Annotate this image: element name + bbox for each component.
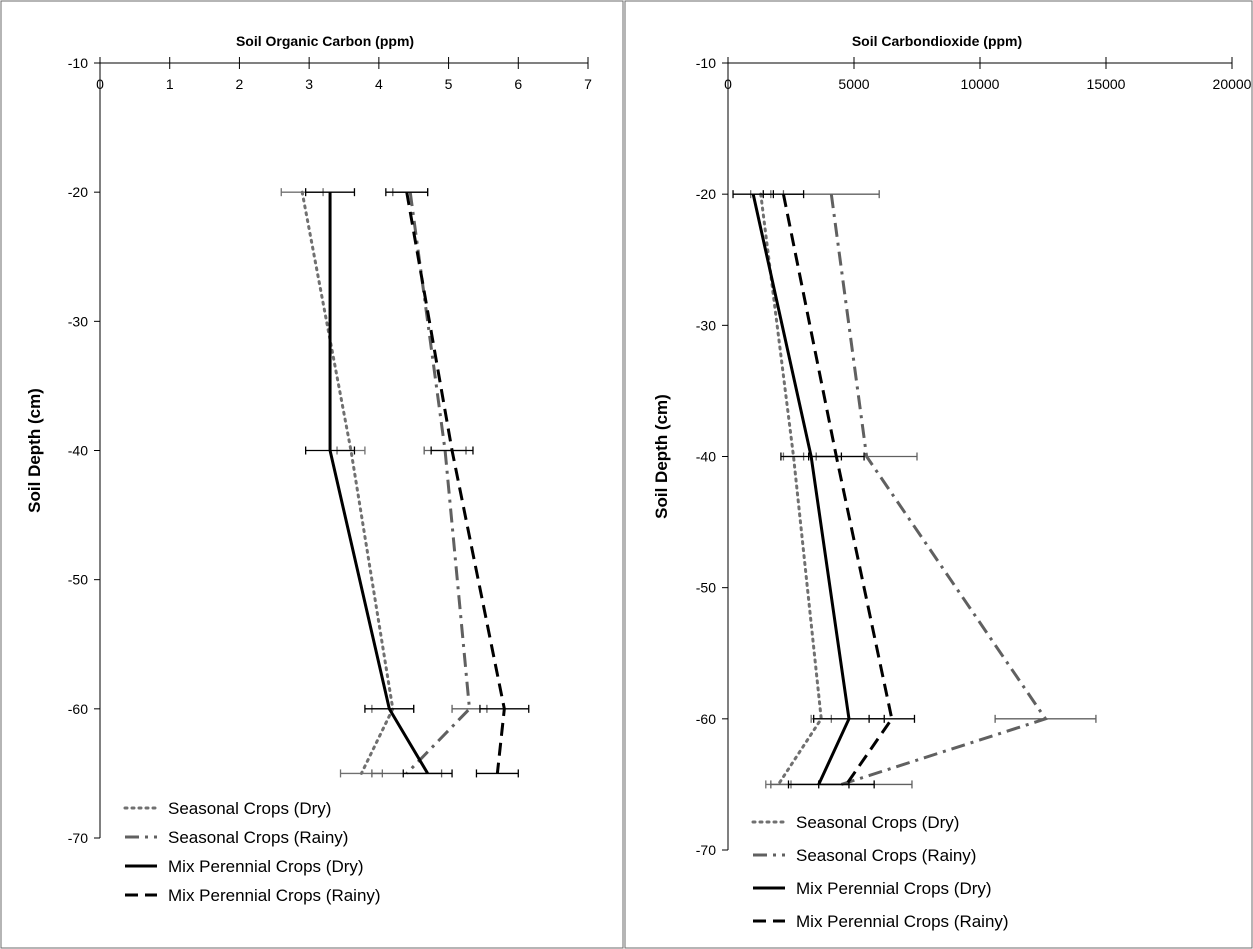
y-tick-label: -60	[68, 701, 88, 717]
x-tick-label: 1	[166, 76, 174, 92]
y-tick-label: -70	[68, 830, 88, 846]
x-tick-label: 5000	[838, 76, 869, 92]
y-tick-label: -20	[68, 184, 88, 200]
series-line	[781, 193, 894, 786]
y-tick-label: -30	[696, 317, 716, 333]
series-mix-perennial-crops-dry	[305, 188, 453, 778]
series-line	[759, 192, 823, 786]
y-tick-label: -20	[696, 186, 716, 202]
x-tick-label: 20000	[1213, 76, 1252, 92]
legend: Seasonal Crops (Dry) Seasonal Crops (Rain…	[751, 813, 1009, 931]
x-tick-label: 7	[584, 76, 592, 92]
y-tick-label: -50	[696, 580, 716, 596]
x-tick-label: 5	[445, 76, 453, 92]
x-tick-label: 10000	[961, 76, 1000, 92]
y-axis-title: Soil Depth (cm)	[652, 394, 671, 519]
legend-label: Mix Perennial Crops (Dry)	[796, 879, 992, 898]
x-tick-label: 15000	[1087, 76, 1126, 92]
legend-label: Mix Perennial Crops (Rainy)	[796, 912, 1009, 931]
y-tick-label: -30	[68, 313, 88, 329]
y-tick-label: -70	[696, 842, 716, 858]
legend-label: Seasonal Crops (Dry)	[168, 799, 331, 818]
panel-frame	[624, 0, 1253, 949]
x-tick-label: 4	[375, 76, 383, 92]
series-line	[300, 190, 395, 775]
legend-label: Seasonal Crops (Rainy)	[168, 828, 348, 847]
legend-label: Seasonal Crops (Dry)	[796, 813, 959, 832]
series-line	[405, 191, 506, 774]
legend-label: Mix Perennial Crops (Rainy)	[168, 886, 381, 905]
y-tick-label: -10	[68, 55, 88, 71]
legend-label: Seasonal Crops (Rainy)	[796, 846, 976, 865]
y-tick-label: -40	[68, 443, 88, 459]
x-tick-label: 6	[514, 76, 522, 92]
y-tick-label: -10	[696, 55, 716, 71]
legend-label: Mix Perennial Crops (Dry)	[168, 857, 364, 876]
soil-organic-carbon-chart: 0 1 2 3 4 5 6 7 -10 -20 -30 -40 -50 -60 -70 Soil Organi…	[0, 0, 624, 949]
series-line	[405, 191, 472, 775]
x-tick-label: 0	[724, 76, 732, 92]
series-line	[328, 192, 429, 775]
y-tick-label: -50	[68, 572, 88, 588]
legend: Seasonal Crops (Dry) Seasonal Crops (Rain…	[123, 799, 381, 905]
panel-frame	[0, 0, 624, 949]
series-line	[751, 193, 851, 786]
y-axis-title: Soil Depth (cm)	[25, 388, 44, 513]
x-axis-title: Soil Carbondioxide (ppm)	[852, 33, 1022, 49]
x-axis-title: Soil Organic Carbon (ppm)	[236, 33, 414, 49]
y-tick-label: -40	[696, 449, 716, 465]
series-mix-perennial-crops-rainy	[385, 188, 530, 778]
x-tick-label: 2	[236, 76, 244, 92]
series-mix-perennial-crops-rainy	[762, 190, 916, 789]
x-tick-label: 0	[96, 76, 104, 92]
y-tick-label: -60	[696, 711, 716, 727]
x-tick-label: 3	[305, 76, 313, 92]
series-line	[829, 193, 1048, 786]
soil-carbondioxide-chart: 0 5000 10000 15000 20000 -10 -20 -30 -40 -50 -60 -7…	[624, 0, 1253, 949]
